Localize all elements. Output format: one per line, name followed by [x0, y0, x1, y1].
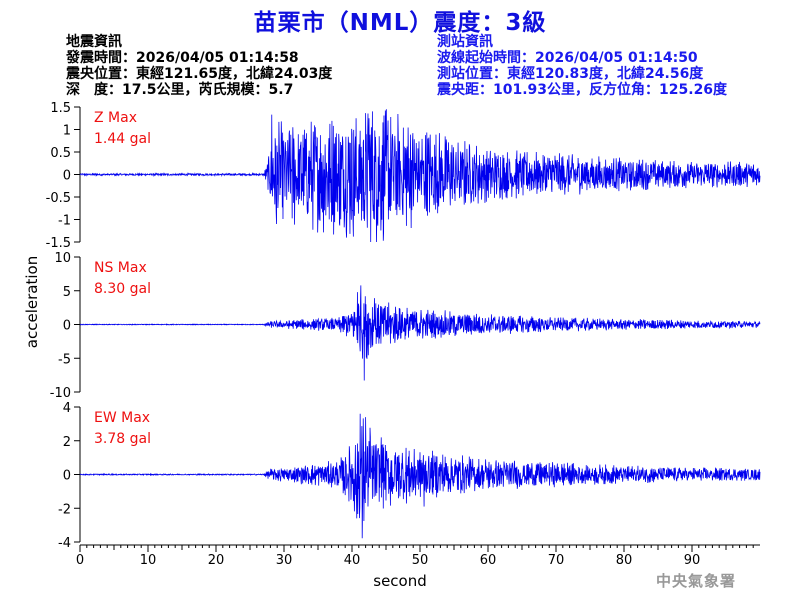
distance-azimuth: 震央距：101.93公里，反方位角：125.26度 — [437, 82, 728, 98]
y-tick-label: -4 — [58, 536, 71, 551]
waveform-ew — [79, 413, 761, 539]
waveform-ns — [79, 285, 761, 381]
station-info-block: 測站資訊 波線起始時間：2026/04/05 01:14:50 測站位置：東經1… — [437, 34, 727, 98]
y-tick-label: -2 — [58, 502, 71, 517]
y-tick-label: 0 — [63, 469, 71, 484]
max-value-ns: 8.30 gal — [94, 281, 151, 297]
wave-start-time: 波線起始時間：2026/04/05 01:14:50 — [437, 50, 698, 66]
x-tick-label: 90 — [684, 553, 701, 568]
earthquake-info-block: 地震資訊 發震時間：2026/04/05 01:14:58 震央位置：東經121… — [66, 34, 332, 98]
max-value-ew: 3.78 gal — [94, 431, 151, 447]
y-axis-title: acceleration — [23, 256, 41, 348]
y-tick-label: 2 — [63, 435, 71, 450]
x-tick-label: 80 — [616, 553, 633, 568]
y-tick-label: 1.5 — [50, 101, 71, 116]
y-tick-label: 5 — [63, 285, 71, 300]
x-tick-label: 40 — [344, 553, 361, 568]
x-axis-title: second — [373, 572, 427, 590]
waveform-z — [79, 109, 761, 243]
x-tick-label: 50 — [412, 553, 429, 568]
y-tick-label: 1 — [63, 124, 71, 139]
y-tick-label: -0.5 — [46, 191, 71, 206]
y-tick-label: 10 — [54, 251, 71, 266]
y-tick-label: -10 — [50, 386, 71, 401]
max-value-z: 1.44 gal — [94, 131, 151, 147]
epicenter-location: 震央位置：東經121.65度，北緯24.03度 — [66, 66, 333, 82]
max-label-z: Z Max — [94, 110, 137, 126]
page-title: 苗栗市（NML）震度：3級 — [253, 10, 547, 36]
station-info-heading: 測站資訊 — [437, 34, 493, 50]
y-tick-label: -1 — [58, 214, 71, 229]
y-tick-label: 0 — [63, 319, 71, 334]
x-tick-label: 30 — [276, 553, 293, 568]
depth-magnitude: 深 度：17.5公里，芮氏規模：5.7 — [66, 82, 294, 98]
x-tick-label: 60 — [480, 553, 497, 568]
y-tick-label: 4 — [63, 401, 71, 416]
earthquake-info-heading: 地震資訊 — [66, 34, 122, 50]
origin-time: 發震時間：2026/04/05 01:14:58 — [66, 50, 299, 66]
y-tick-label: 0.5 — [50, 146, 71, 161]
y-tick-label: 0 — [63, 169, 71, 184]
y-tick-label: -5 — [58, 352, 71, 367]
x-tick-label: 10 — [140, 553, 157, 568]
x-tick-label: 20 — [208, 553, 225, 568]
agency-label: 中央氣象署 — [656, 572, 737, 590]
max-label-ew: EW Max — [94, 410, 150, 426]
max-label-ns: NS Max — [94, 260, 147, 276]
y-tick-label: -1.5 — [46, 236, 71, 251]
x-tick-label: 70 — [548, 553, 565, 568]
station-location: 測站位置：東經120.83度，北緯24.56度 — [437, 66, 704, 82]
x-tick-label: 0 — [76, 553, 84, 568]
